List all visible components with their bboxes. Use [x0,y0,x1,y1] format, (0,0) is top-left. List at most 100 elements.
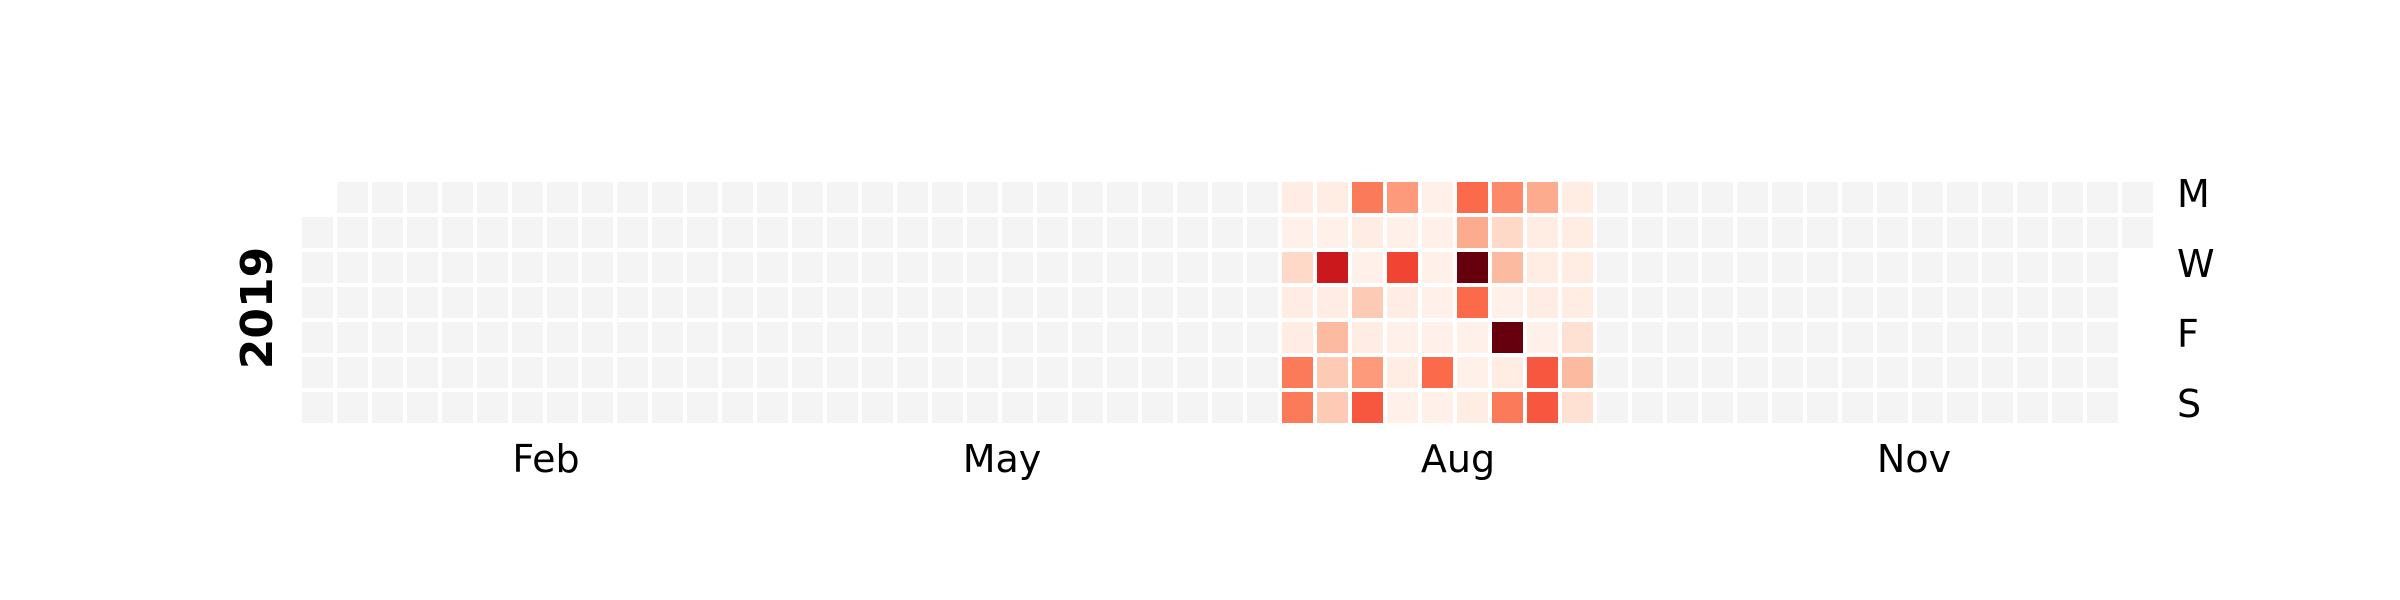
heatmap-cell [1247,357,1278,388]
heatmap-cell [477,287,508,318]
heatmap-cell [932,392,963,423]
heatmap-cell [1772,287,1803,318]
heatmap-cell [722,357,753,388]
heatmap-cell [1877,182,1908,213]
heatmap-cell [1177,252,1208,283]
x-tick-label: May [963,437,1042,481]
heatmap-cell [1107,217,1138,248]
heatmap-cell [1142,252,1173,283]
heatmap-cell [337,252,368,283]
heatmap-cell [1142,217,1173,248]
heatmap-cell [1002,357,1033,388]
heatmap-cell [1982,357,2013,388]
heatmap-cell [2087,357,2118,388]
heatmap-cell-active [1527,252,1558,283]
heatmap-cell [547,357,578,388]
heatmap-cell [792,182,823,213]
heatmap-cell [2052,182,2083,213]
heatmap-cell [1002,392,1033,423]
heatmap-cell [1037,217,1068,248]
heatmap-cell [1212,182,1243,213]
heatmap-cell [862,392,893,423]
heatmap-cell-active [1282,252,1313,283]
heatmap-cell [2052,357,2083,388]
heatmap-cell-active [1492,252,1523,283]
heatmap-cell [372,217,403,248]
heatmap-cell [1247,252,1278,283]
heatmap-cell [582,182,613,213]
heatmap-cell [1632,322,1663,353]
heatmap-cell [827,357,858,388]
heatmap-cell [722,217,753,248]
heatmap-cell [407,392,438,423]
heatmap-cell-active [1492,322,1523,353]
heatmap-cell [547,182,578,213]
heatmap-cell [1772,182,1803,213]
heatmap-cell [1107,182,1138,213]
heatmap-cell [932,322,963,353]
heatmap-cell [1982,322,2013,353]
heatmap-cell [1807,357,1838,388]
heatmap-cell [1597,322,1628,353]
heatmap-cell [687,392,718,423]
heatmap-cell-active [1317,182,1348,213]
heatmap-cell [1702,357,1733,388]
heatmap-cell [1947,322,1978,353]
x-tick-label: Feb [512,437,579,481]
heatmap-cell [1597,392,1628,423]
heatmap-cell [1807,322,1838,353]
heatmap-cell [1842,322,1873,353]
heatmap-cell [1247,287,1278,318]
heatmap-cell [827,322,858,353]
heatmap-cell [1947,217,1978,248]
heatmap-cell [967,357,998,388]
heatmap-cell [1177,392,1208,423]
heatmap-cell [547,217,578,248]
heatmap-cell-active [1387,287,1418,318]
heatmap-cell [1247,217,1278,248]
heatmap-cell-active [1282,287,1313,318]
heatmap-cell-active [1422,217,1453,248]
heatmap-cell [1737,357,1768,388]
heatmap-cell [967,182,998,213]
heatmap-cell [1597,287,1628,318]
heatmap-cell [2087,322,2118,353]
heatmap-cell-active [1422,182,1453,213]
heatmap-cell [1737,322,1768,353]
heatmap-cell [1947,392,1978,423]
heatmap-cell [2017,322,2048,353]
heatmap-cell-active [1457,252,1488,283]
heatmap-cell [2122,217,2153,248]
heatmap-cell [862,357,893,388]
heatmap-cell [2052,217,2083,248]
heatmap-cell [1667,252,1698,283]
heatmap-cell [2087,287,2118,318]
heatmap-cell [372,322,403,353]
heatmap-cell-active [1562,322,1593,353]
heatmap-cell [862,182,893,213]
heatmap-cell-active [1457,322,1488,353]
heatmap-cell [582,392,613,423]
heatmap-cell [652,287,683,318]
heatmap-cell [302,287,333,318]
heatmap-cell [1702,252,1733,283]
heatmap-cell [687,357,718,388]
heatmap-cell [477,322,508,353]
x-tick-label: Aug [1421,437,1495,481]
heatmap-cell [337,357,368,388]
heatmap-cell [1737,252,1768,283]
heatmap-cell-active [1352,217,1383,248]
heatmap-cell [337,217,368,248]
heatmap-cell [2052,392,2083,423]
heatmap-cell [897,287,928,318]
heatmap-cell [1002,252,1033,283]
heatmap-cell [1037,287,1068,318]
heatmap-cell [1877,287,1908,318]
heatmap-cell [547,322,578,353]
weekday-tick-labels: M W F S [2177,172,2215,426]
heatmap-cell-active [1352,252,1383,283]
heatmap-cell-active [1457,182,1488,213]
heatmap-cell [1807,287,1838,318]
heatmap-cell [1772,357,1803,388]
